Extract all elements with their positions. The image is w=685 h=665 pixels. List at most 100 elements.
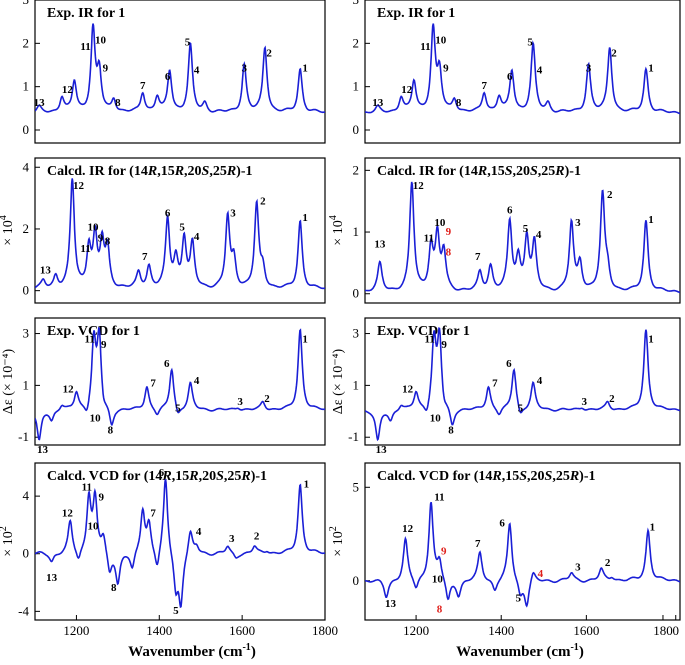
spectrum-line bbox=[35, 178, 325, 290]
y-tick-label: 3 bbox=[353, 0, 360, 7]
y-tick-label: 0 bbox=[353, 122, 360, 137]
y-axis-label: Δε (× 10⁻⁴) bbox=[1, 348, 16, 414]
peak-label: 4 bbox=[536, 229, 542, 241]
peak-label: 13 bbox=[37, 444, 49, 456]
y-tick-label: 0 bbox=[353, 286, 360, 301]
peak-label: 6 bbox=[499, 518, 505, 530]
peak-label: 11 bbox=[434, 491, 444, 503]
peak-label: 11 bbox=[82, 481, 92, 493]
peak-label: 12 bbox=[62, 84, 74, 96]
peak-label: 13 bbox=[376, 444, 388, 456]
peak-label: 13 bbox=[46, 572, 58, 584]
peak-label: 1 bbox=[304, 478, 310, 490]
peak-label: 3 bbox=[586, 63, 592, 75]
peak-label: 6 bbox=[159, 467, 165, 479]
peak-label: 7 bbox=[150, 378, 156, 390]
spectrum-line bbox=[35, 326, 325, 441]
peak-label: 12 bbox=[63, 384, 75, 396]
panel-r1: Exp. IR for 1012313121110987654321 bbox=[353, 0, 681, 144]
y-tick-label: -1 bbox=[348, 429, 359, 444]
y-tick-label: 3 bbox=[353, 326, 360, 341]
peak-label: 4 bbox=[537, 65, 543, 77]
peak-label: 3 bbox=[237, 396, 243, 408]
spectrum-line bbox=[35, 479, 325, 609]
x-tick-label: 1400 bbox=[146, 623, 172, 638]
peak-label: 10 bbox=[435, 34, 447, 46]
panel-l2: Calcd. IR for (14R,15R,20S,25R)-1 0 2 4 × 10… bbox=[0, 157, 326, 304]
peak-label: 10 bbox=[88, 520, 100, 532]
peak-label: 4 bbox=[194, 231, 200, 243]
x-tick-label: 0 bbox=[672, 623, 679, 638]
plot-frame bbox=[364, 317, 681, 446]
peak-label: 4 bbox=[538, 568, 544, 580]
peak-label: 13 bbox=[34, 97, 46, 109]
panel-title: Exp. IR for 1 bbox=[377, 6, 455, 21]
plot-frame bbox=[34, 157, 326, 304]
spectrum-line bbox=[365, 327, 680, 442]
x-tick-label: 1200 bbox=[403, 623, 429, 638]
panel-title: Exp. IR for 1 bbox=[47, 6, 125, 21]
spectrum-line bbox=[35, 23, 325, 114]
peak-label: 9 bbox=[441, 339, 447, 351]
y-tick-label: 0 bbox=[23, 546, 30, 561]
peak-label: 9 bbox=[441, 546, 447, 558]
y-tick-label: -1 bbox=[18, 429, 29, 444]
peak-label: 2 bbox=[254, 530, 260, 542]
y-tick-label: 2 bbox=[353, 35, 360, 50]
peak-label: 7 bbox=[475, 251, 481, 263]
peak-label: 4 bbox=[537, 375, 543, 387]
peak-label: 9 bbox=[443, 63, 449, 75]
peak-label: 2 bbox=[260, 195, 266, 207]
peak-label: 2 bbox=[611, 47, 617, 59]
peak-label: 2 bbox=[605, 557, 611, 569]
peak-label: 2 bbox=[609, 393, 615, 405]
x-tick-label: 180 bbox=[653, 623, 673, 638]
x-tick-label: 1600 bbox=[573, 623, 599, 638]
plot-frame bbox=[364, 462, 681, 621]
y-tick-label: 4 bbox=[23, 159, 30, 174]
peak-label: 7 bbox=[475, 538, 481, 550]
panel-r4: Calcd. VCD for (14R,15S,20S,25R)-1 0 5 1200… bbox=[328, 462, 681, 638]
peak-label: 4 bbox=[196, 526, 202, 538]
peak-label: 12 bbox=[413, 180, 425, 192]
peak-label: 12 bbox=[401, 84, 413, 96]
panel-l1: Exp. IR for 1012313121110987654321 bbox=[23, 0, 326, 144]
plot-frame bbox=[34, 0, 326, 144]
peak-label: 8 bbox=[108, 424, 114, 436]
plot-frame bbox=[364, 157, 681, 304]
peak-label: 8 bbox=[111, 582, 117, 594]
peak-label: 6 bbox=[164, 358, 170, 370]
peak-label: 1 bbox=[302, 334, 308, 346]
peak-label: 2 bbox=[264, 393, 270, 405]
peak-label: 11 bbox=[424, 232, 434, 244]
peak-label: 3 bbox=[229, 533, 235, 545]
peak-label: 11 bbox=[84, 334, 94, 346]
y-tick-label: 4 bbox=[23, 488, 30, 503]
peak-label: 12 bbox=[73, 180, 85, 192]
plot-frame bbox=[34, 462, 326, 621]
x-axis-label-left: Wavenumber (cm-1) bbox=[128, 642, 256, 660]
peak-label: 7 bbox=[150, 507, 156, 519]
peak-label: 10 bbox=[432, 574, 444, 586]
plot-frame bbox=[364, 0, 681, 144]
peak-label: 3 bbox=[581, 396, 587, 408]
y-tick-label: 2 bbox=[353, 162, 360, 177]
panel-title: Calcd. IR for (14R,15S,20S,25R)-1 bbox=[377, 164, 581, 179]
peak-label: 5 bbox=[179, 222, 185, 234]
y-tick-label: 0 bbox=[353, 573, 360, 588]
peak-label: 13 bbox=[40, 265, 52, 277]
x-tick-label: 1800 bbox=[312, 623, 338, 638]
y-tick-label: 2 bbox=[23, 221, 30, 236]
peak-label: 12 bbox=[402, 523, 414, 535]
y-tick-label: 5 bbox=[353, 479, 360, 494]
y-tick-label: 0 bbox=[23, 122, 30, 137]
y-axis-label: × 102 bbox=[328, 526, 346, 556]
peak-label: 3 bbox=[575, 217, 581, 229]
panel-title: Calcd. IR for (14R,15R,20S,25R)-1 bbox=[47, 164, 253, 179]
peak-label: 5 bbox=[185, 37, 191, 49]
y-tick-label: 1 bbox=[353, 224, 360, 239]
peak-label: 5 bbox=[173, 605, 179, 617]
peak-label: 13 bbox=[385, 598, 397, 610]
